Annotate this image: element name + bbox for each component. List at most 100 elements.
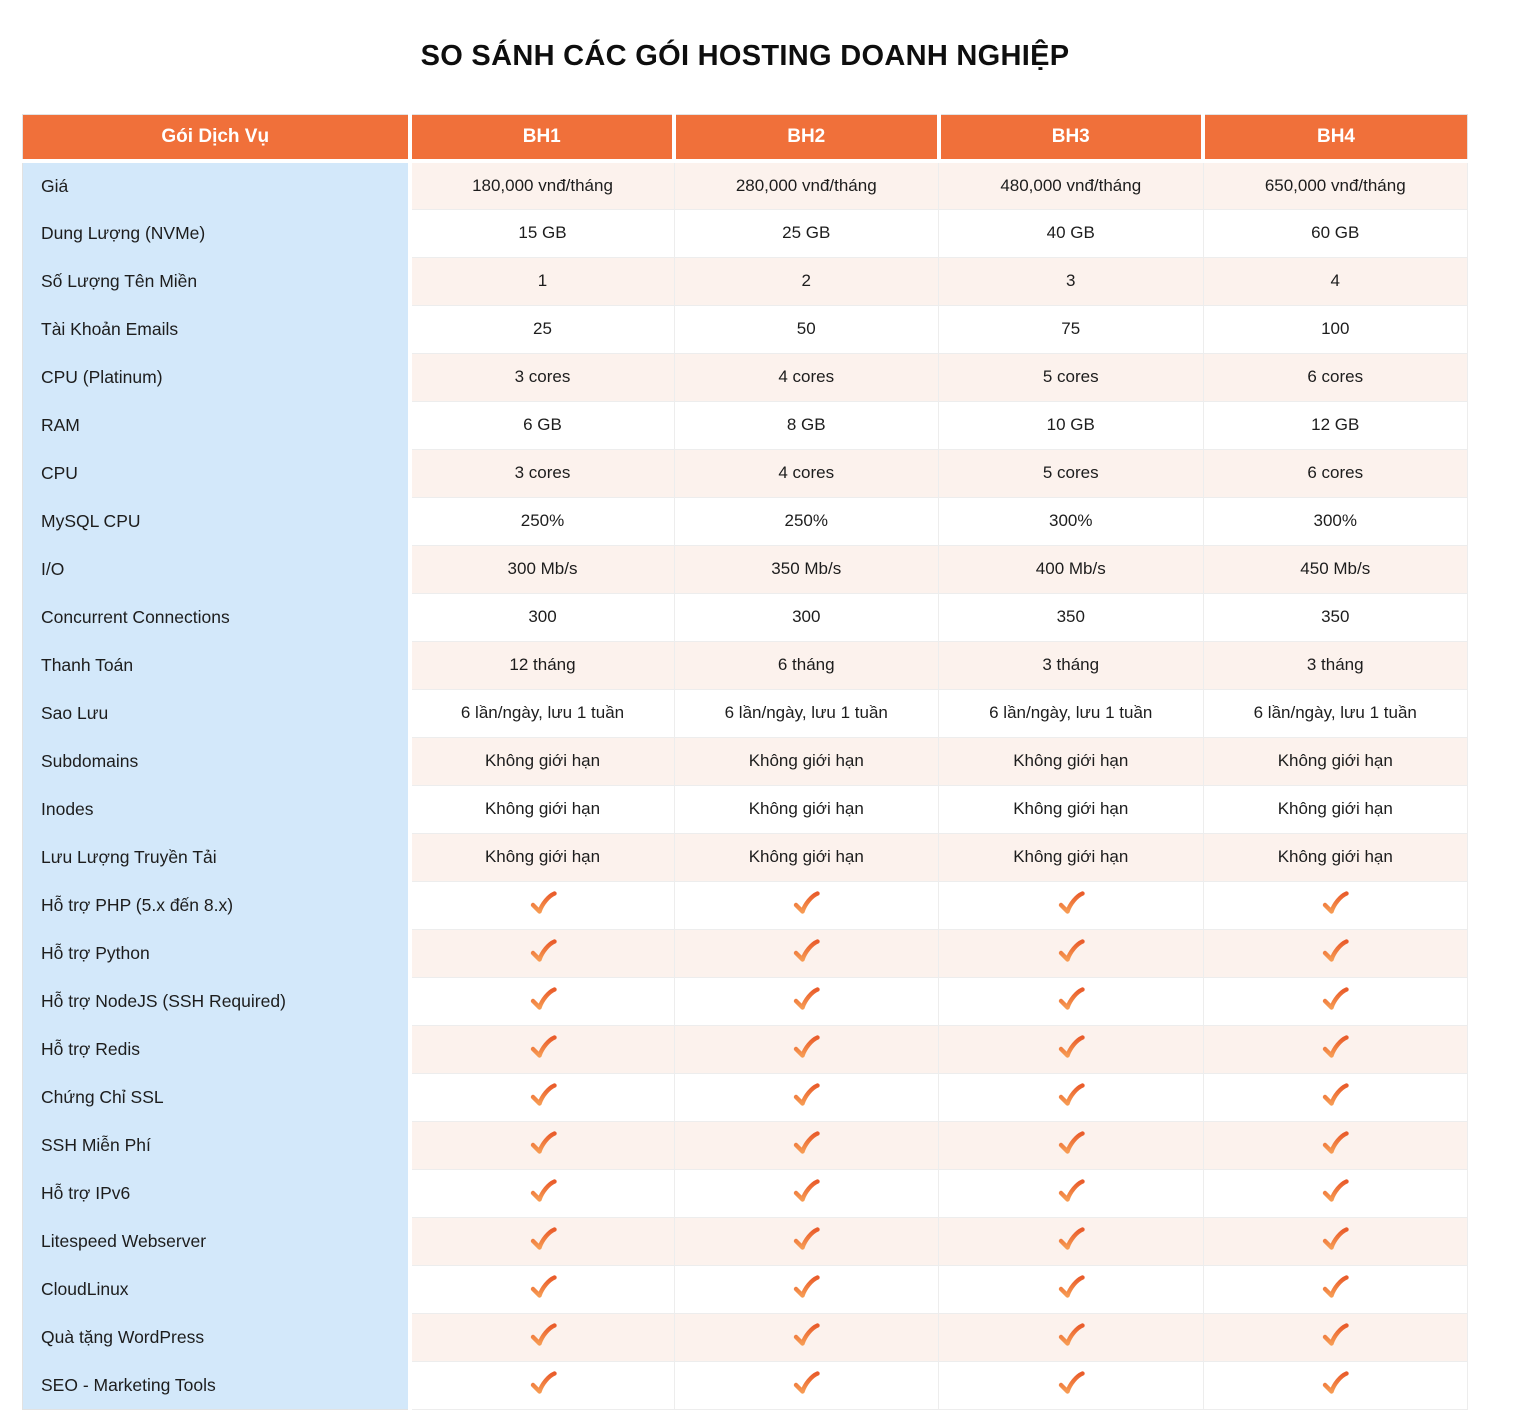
check-icon xyxy=(1056,1034,1086,1060)
feature-column-header: Gói Dịch Vụ xyxy=(22,114,412,164)
cell-value: Không giới hạn xyxy=(409,736,675,786)
cell-value: 6 GB xyxy=(409,400,675,450)
check-icon xyxy=(1320,1322,1350,1348)
cell-value: 50 xyxy=(673,304,939,354)
cell-check xyxy=(409,1264,675,1314)
check-icon xyxy=(1320,1178,1350,1204)
cell-check xyxy=(938,1168,1204,1218)
hosting-comparison-table: Gói Dịch Vụ BH1 BH2 BH3 BH4 Giá 180,000 v… xyxy=(22,114,1468,1410)
table-row: CPU (Platinum) 3 cores 4 cores 5 cores 6 cor… xyxy=(22,352,1468,402)
cell-value: Không giới hạn xyxy=(673,784,939,834)
cell-value: 100 xyxy=(1202,304,1468,354)
check-icon xyxy=(791,1130,821,1156)
cell-check xyxy=(1202,976,1468,1026)
check-icon xyxy=(528,1178,558,1204)
cell-check xyxy=(673,1264,939,1314)
row-label: Subdomains xyxy=(22,737,412,786)
check-icon xyxy=(791,1274,821,1300)
cell-check xyxy=(409,1024,675,1074)
check-icon xyxy=(528,1322,558,1348)
check-icon xyxy=(1320,938,1350,964)
check-icon xyxy=(791,1226,821,1252)
table-row: Hỗ trợ NodeJS (SSH Required) xyxy=(22,976,1468,1026)
check-icon xyxy=(791,1178,821,1204)
cell-check xyxy=(409,928,675,978)
cell-check xyxy=(673,1360,939,1410)
cell-check xyxy=(673,880,939,930)
cell-value: 3 cores xyxy=(409,352,675,402)
check-icon xyxy=(528,1082,558,1108)
row-label: Quà tặng WordPress xyxy=(22,1313,412,1362)
table-row: Thanh Toán 12 tháng 6 tháng 3 tháng 3 tháng xyxy=(22,640,1468,690)
check-icon xyxy=(1056,1178,1086,1204)
cell-value: 3 xyxy=(938,256,1204,306)
cell-check xyxy=(1202,928,1468,978)
cell-value: 250% xyxy=(673,496,939,546)
cell-value: 25 xyxy=(409,304,675,354)
table-row: MySQL CPU 250% 250% 300% 300% xyxy=(22,496,1468,546)
cell-value: 480,000 vnđ/tháng xyxy=(938,160,1204,210)
cell-check xyxy=(409,1168,675,1218)
row-label: Thanh Toán xyxy=(22,641,412,690)
cell-check xyxy=(673,1072,939,1122)
cell-check xyxy=(409,1312,675,1362)
cell-value: 280,000 vnđ/tháng xyxy=(673,160,939,210)
row-label: SSH Miễn Phí xyxy=(22,1121,412,1170)
check-icon xyxy=(1056,1130,1086,1156)
cell-value: 6 lần/ngày, lưu 1 tuần xyxy=(409,688,675,738)
row-label: Hỗ trợ PHP (5.x đến 8.x) xyxy=(22,881,412,930)
cell-value: 6 tháng xyxy=(673,640,939,690)
cell-value: 12 GB xyxy=(1202,400,1468,450)
check-icon xyxy=(1320,1130,1350,1156)
cell-value: 1 xyxy=(409,256,675,306)
check-icon xyxy=(1056,1082,1086,1108)
cell-check xyxy=(938,1312,1204,1362)
cell-value: 350 xyxy=(938,592,1204,642)
check-icon xyxy=(791,1082,821,1108)
cell-value: 3 cores xyxy=(409,448,675,498)
cell-value: Không giới hạn xyxy=(409,784,675,834)
cell-value: 6 lần/ngày, lưu 1 tuần xyxy=(1202,688,1468,738)
row-label: Chứng Chỉ SSL xyxy=(22,1073,412,1122)
content-wrap: SO SÁNH CÁC GÓI HOSTING DOANH NGHIỆP Gói… xyxy=(22,0,1468,1410)
row-label: Hỗ trợ Redis xyxy=(22,1025,412,1074)
check-icon xyxy=(1320,1082,1350,1108)
cell-check xyxy=(1202,1264,1468,1314)
check-icon xyxy=(528,890,558,916)
plan-column-header-bh3: BH3 xyxy=(938,114,1205,164)
cell-value: 15 GB xyxy=(409,208,675,258)
cell-check xyxy=(673,1216,939,1266)
table-row: Hỗ trợ IPv6 xyxy=(22,1168,1468,1218)
plan-column-header-bh1: BH1 xyxy=(409,114,676,164)
cell-check xyxy=(1202,880,1468,930)
table-row: I/O 300 Mb/s 350 Mb/s 400 Mb/s 450 Mb/s xyxy=(22,544,1468,594)
cell-value: 300 xyxy=(409,592,675,642)
row-label: I/O xyxy=(22,545,412,594)
cell-value: 25 GB xyxy=(673,208,939,258)
check-icon xyxy=(1056,986,1086,1012)
check-icon xyxy=(528,938,558,964)
table-row: RAM 6 GB 8 GB 10 GB 12 GB xyxy=(22,400,1468,450)
cell-value: 6 cores xyxy=(1202,448,1468,498)
table-row: Chứng Chỉ SSL xyxy=(22,1072,1468,1122)
cell-check xyxy=(409,1120,675,1170)
cell-value: 12 tháng xyxy=(409,640,675,690)
cell-value: 300 xyxy=(673,592,939,642)
table-row: SEO - Marketing Tools xyxy=(22,1360,1468,1410)
table-row: Concurrent Connections 300 300 350 350 xyxy=(22,592,1468,642)
row-label: Tài Khoản Emails xyxy=(22,305,412,354)
cell-value: Không giới hạn xyxy=(938,784,1204,834)
row-label: CloudLinux xyxy=(22,1265,412,1314)
row-label: MySQL CPU xyxy=(22,497,412,546)
cell-check xyxy=(938,1264,1204,1314)
check-icon xyxy=(528,1370,558,1396)
cell-value: 300 Mb/s xyxy=(409,544,675,594)
check-icon xyxy=(528,1226,558,1252)
cell-check xyxy=(673,976,939,1026)
cell-check xyxy=(1202,1024,1468,1074)
row-label: Hỗ trợ Python xyxy=(22,929,412,978)
table-row: Tài Khoản Emails 25 50 75 100 xyxy=(22,304,1468,354)
cell-check xyxy=(673,1168,939,1218)
cell-value: 5 cores xyxy=(938,352,1204,402)
check-icon xyxy=(791,938,821,964)
